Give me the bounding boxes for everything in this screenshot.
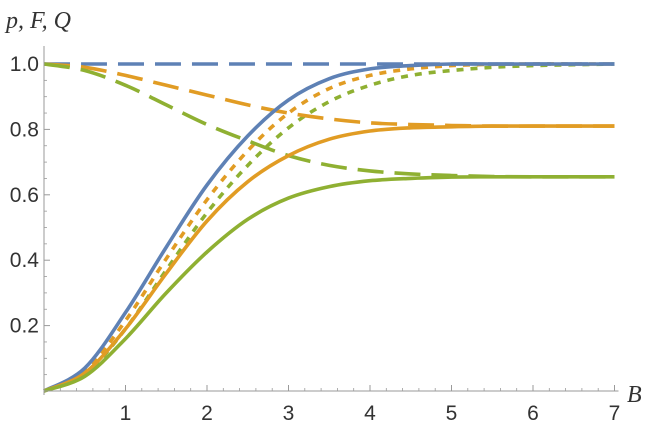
y-tick-label: 0.4 [10, 249, 40, 272]
axes-layer [43, 46, 619, 395]
series-line-green-dashed [43, 62, 615, 179]
series-line-orange-dotted [43, 62, 615, 393]
series-line-green-dotted [43, 62, 615, 393]
series-line-orange-solid [43, 124, 615, 393]
x-tick-label: 3 [283, 402, 295, 425]
y-tick-label: 0.8 [10, 118, 39, 141]
x-axis-title: B [627, 382, 642, 408]
series-line-blue-solid [43, 62, 615, 393]
x-tick-label: 7 [609, 402, 621, 425]
x-tick-label: 4 [364, 402, 376, 425]
x-tick-label: 6 [527, 402, 539, 425]
series-line-green-solid [43, 175, 615, 393]
x-tick-label: 5 [446, 402, 458, 425]
y-tick-label: 1.0 [10, 53, 39, 76]
y-tick-label: 0.6 [10, 184, 39, 207]
x-tick-label: 1 [120, 402, 132, 425]
y-axis-title: p, F, Q [4, 8, 71, 34]
series-line-orange-dashed [43, 62, 615, 128]
y-tick-label: 0.2 [10, 315, 39, 338]
series-layer [43, 62, 615, 393]
x-tick-label: 2 [201, 402, 213, 425]
